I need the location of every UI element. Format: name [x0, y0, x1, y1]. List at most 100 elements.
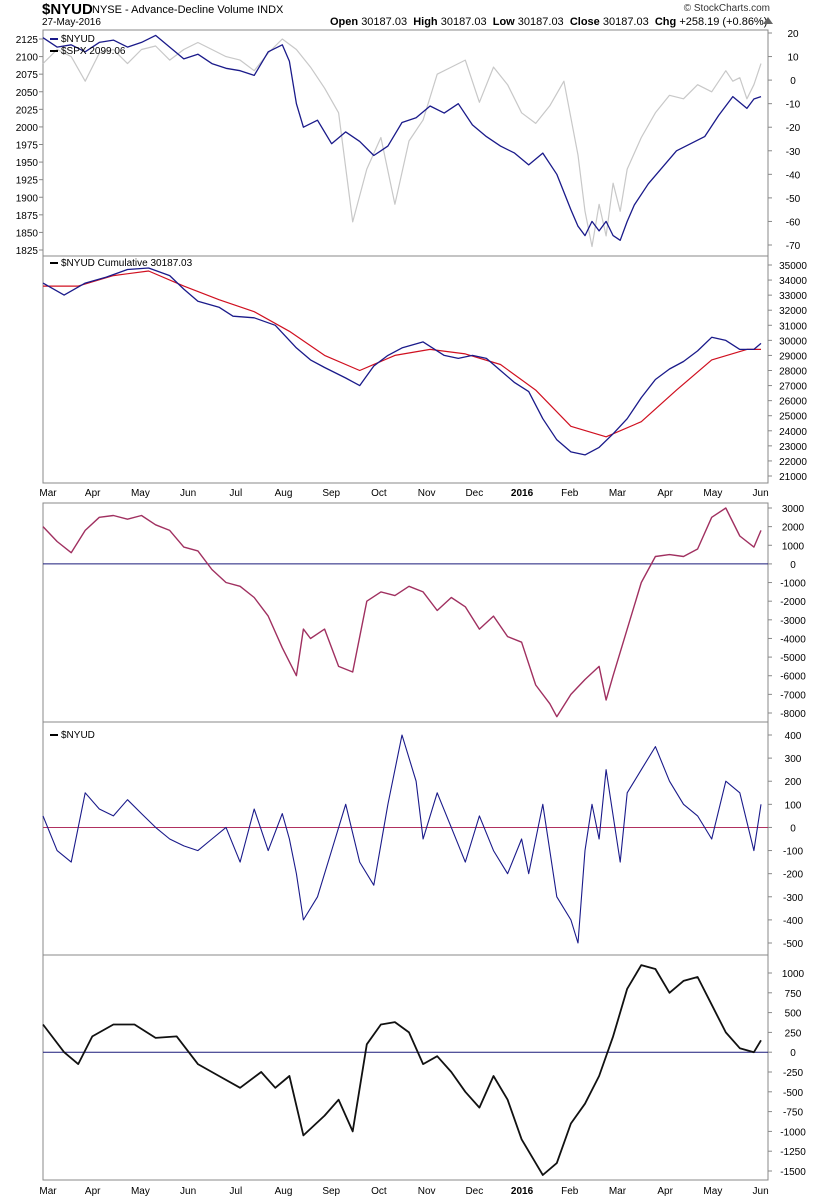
right-tick-label: -1500: [780, 1167, 806, 1178]
x-tick-label: Feb: [561, 488, 579, 499]
x-tick-label: Mar: [609, 488, 627, 499]
x-tick-label: Nov: [418, 1186, 436, 1197]
right-tick-label: -500: [783, 939, 803, 950]
left-tick-label: 1950: [16, 158, 39, 169]
x-tick-label: 2016: [511, 1186, 534, 1197]
right-tick-label: -8000: [780, 709, 806, 720]
left-tick-label: 1825: [16, 246, 39, 257]
left-tick-label: 1975: [16, 141, 39, 152]
left-tick-label: 2025: [16, 105, 39, 116]
right-tick-label: -300: [783, 893, 803, 904]
left-tick-label: 2125: [16, 35, 39, 46]
chg-label: Chg: [654, 16, 677, 28]
close-value: 30187.03: [602, 16, 649, 28]
cumulative-series: [42, 267, 762, 456]
right-tick-label: -500: [783, 1088, 803, 1099]
left-tick-label: 1850: [16, 228, 39, 239]
x-tick-label: Sep: [322, 488, 340, 499]
right-tick-label: 500: [785, 1009, 802, 1020]
panel-nyud-cumulative: 35000 34000 33000 32000 31000 30000 29000 28000…: [42, 255, 807, 484]
nyud-daily-series: [42, 734, 762, 944]
right-tick-label: -10: [786, 100, 801, 111]
right-tick-label: 23000: [779, 442, 807, 453]
right-tick-label: 34000: [779, 276, 807, 287]
right-tick-label: -7000: [780, 690, 806, 701]
right-tick-label: 750: [785, 989, 802, 1000]
right-tick-label: -100: [783, 847, 803, 858]
right-tick-label: 29000: [779, 351, 807, 362]
panel-smoothed-oscillator: 1000 750 500 250 0 -250 -500 -750 -1000 -1250 -150…: [42, 954, 806, 1181]
right-tick-label: -70: [786, 241, 801, 252]
right-tick-label: 0: [790, 76, 796, 87]
right-tick-label: 100: [785, 800, 802, 811]
x-tick-label: Jun: [180, 1186, 196, 1197]
spx-series: [42, 38, 762, 248]
nyud-series: [42, 34, 762, 241]
x-tick-label: Jun: [180, 488, 196, 499]
x-tick-label: Jun: [753, 1186, 769, 1197]
right-tick-label: 200: [785, 777, 802, 788]
right-tick-label: -40: [786, 170, 801, 181]
x-tick-label: Mar: [609, 1186, 627, 1197]
right-tick-label: -4000: [780, 634, 806, 645]
right-tick-label: -5000: [780, 653, 806, 664]
right-tick-label: 30000: [779, 336, 807, 347]
right-tick-label: 27000: [779, 382, 807, 393]
panel-frame: [42, 954, 769, 1181]
x-tick-label: Jul: [229, 488, 242, 499]
low-value: 30187.03: [517, 16, 564, 28]
left-tick-label: 2100: [16, 53, 39, 64]
x-tick-label: Aug: [275, 1186, 293, 1197]
right-tick-label: 35000: [779, 261, 807, 272]
right-tick-label: -6000: [780, 672, 806, 683]
right-tick-label: -20: [786, 123, 801, 134]
x-tick-label: May: [131, 1186, 150, 1197]
right-tick-label: -400: [783, 916, 803, 927]
legend-label: $NYUD: [61, 34, 95, 45]
close-label: Close: [569, 16, 600, 28]
right-tick-label: 31000: [779, 321, 807, 332]
right-tick-label: -3000: [780, 616, 806, 627]
right-tick-label: 1000: [782, 541, 805, 552]
panel-frame: [42, 255, 769, 484]
right-tick-label: 1000: [782, 969, 805, 980]
right-tick-label: -200: [783, 870, 803, 881]
right-tick-label: -60: [786, 217, 801, 228]
left-tick-label: 1925: [16, 176, 39, 187]
x-tick-label: Oct: [371, 1186, 387, 1197]
right-tick-label: 26000: [779, 397, 807, 408]
right-tick-label: -30: [786, 147, 801, 158]
right-tick-label: 32000: [779, 306, 807, 317]
open-value: 30187.03: [361, 16, 408, 28]
right-tick-label: 2000: [782, 523, 805, 534]
low-label: Low: [492, 16, 515, 28]
x-tick-label: Nov: [418, 488, 436, 499]
right-tick-label: 22000: [779, 457, 807, 468]
right-tick-label: 28000: [779, 367, 807, 378]
left-tick-label: 2000: [16, 123, 39, 134]
chart-header: $NYUD NYSE - Advance-Decline Volume INDX…: [0, 0, 820, 30]
x-tick-label: Mar: [39, 1186, 57, 1197]
right-tick-label: 0: [790, 823, 796, 834]
x-tick-label: Dec: [465, 1186, 483, 1197]
right-tick-label: 33000: [779, 291, 807, 302]
left-tick-label: 1900: [16, 193, 39, 204]
x-axis-upper: Mar Apr May Jun Jul Aug Sep Oct Nov Dec 2016 Feb Mar…: [39, 488, 768, 499]
change-up-icon: [763, 17, 773, 24]
legend-label: $NYUD Cumulative 30187.03: [61, 258, 193, 269]
x-tick-label: Mar: [39, 488, 57, 499]
panel-frame: [42, 29, 769, 257]
brand-watermark: © StockCharts.com: [683, 3, 770, 14]
panel-frame: [42, 502, 769, 723]
right-tick-label: 24000: [779, 427, 807, 438]
right-tick-label: -50: [786, 194, 801, 205]
right-tick-label: 0: [790, 1048, 796, 1059]
legend-label: $SPX 2099.06: [61, 46, 126, 57]
x-tick-label: May: [131, 488, 150, 499]
right-tick-label: 3000: [782, 504, 805, 515]
right-tick-label: 400: [785, 731, 802, 742]
x-tick-label: Apr: [657, 488, 673, 499]
x-tick-label: Aug: [275, 488, 293, 499]
x-tick-label: May: [703, 1186, 722, 1197]
